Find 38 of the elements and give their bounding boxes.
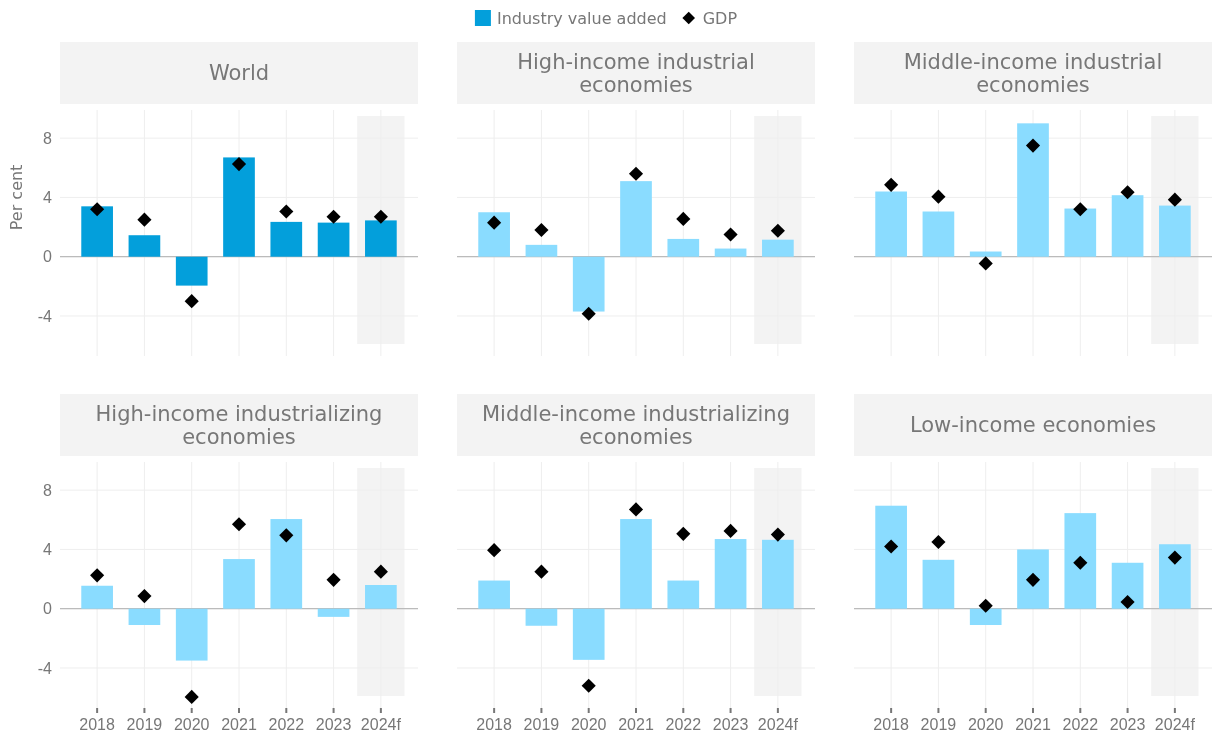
x-tick-label: 2021 — [618, 716, 654, 734]
y-axis-title: Per cent — [7, 164, 26, 231]
legend-label: GDP — [702, 8, 738, 28]
x-tick-label: 2022 — [1062, 716, 1099, 734]
x-tick-label: 2023 — [315, 716, 352, 734]
x-tick-label: 2023 — [1109, 716, 1146, 734]
y-tick-label: 4 — [43, 189, 53, 207]
chart-title: World — [208, 61, 270, 86]
x-tick-label: 2020 — [173, 716, 210, 734]
x-tick-label: 2019 — [920, 716, 957, 734]
chart-title: Low-income economies — [909, 413, 1157, 438]
x-tick-label: 2024f — [1154, 716, 1196, 734]
y-tick-label: -4 — [37, 659, 53, 677]
y-tick-label: 8 — [43, 481, 53, 499]
x-tick-label: 2021 — [1015, 716, 1051, 734]
chart-title: Middle-income industrial economies — [903, 49, 1163, 97]
chart-title: High-income industrial economies — [517, 49, 755, 97]
y-tick-label: 0 — [43, 600, 53, 618]
x-tick-label: 2019 — [523, 716, 560, 734]
x-tick-label: 2021 — [221, 716, 257, 734]
y-tick-label: 4 — [43, 541, 53, 559]
x-tick-label: 2018 — [873, 716, 910, 734]
x-tick-label: 2024f — [360, 716, 402, 734]
y-tick-label: 8 — [43, 129, 53, 147]
x-tick-label: 2018 — [79, 716, 116, 734]
y-tick-label: 0 — [43, 248, 53, 266]
chart-title: Middle-income industrializing economies — [482, 401, 790, 449]
legend-label: Industry value added — [496, 8, 667, 28]
x-tick-label: 2022 — [268, 716, 305, 734]
x-tick-label: 2023 — [712, 716, 749, 734]
x-tick-label: 2018 — [476, 716, 513, 734]
y-tick-label: -4 — [37, 307, 53, 325]
x-tick-label: 2019 — [126, 716, 163, 734]
chart-title: High-income industrializing economies — [95, 401, 383, 449]
x-tick-label: 2024f — [757, 716, 799, 734]
x-tick-label: 2022 — [665, 716, 702, 734]
x-tick-label: 2020 — [570, 716, 607, 734]
x-tick-label: 2020 — [967, 716, 1004, 734]
